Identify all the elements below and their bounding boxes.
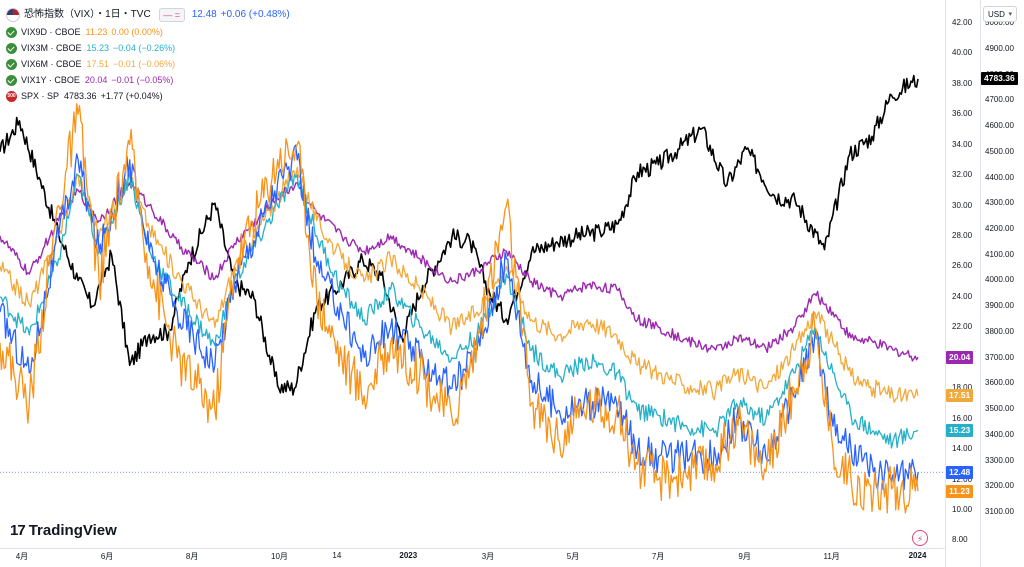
legend-change: −0.04 (−0.26%): [113, 43, 176, 53]
legend-main-row[interactable]: 恐怖指数（VIX）・1日・TVC — = 12.48 +0.06 (+0.48%…: [6, 6, 290, 24]
legend-change: 0.00 (0.00%): [111, 27, 163, 37]
series-line-vix6m-cboe: [0, 166, 919, 404]
legend-value: 20.04: [84, 75, 108, 85]
legend-change: −0.01 (−0.05%): [111, 75, 174, 85]
currency-label: USD: [988, 10, 1005, 19]
currency-selector[interactable]: USD ▾: [983, 6, 1017, 22]
series-line-vix1y-cboe: [0, 182, 919, 362]
legend-value: 17.51: [86, 59, 110, 69]
visible-check-icon[interactable]: [6, 42, 17, 54]
legend-name: SPX · SP: [21, 91, 60, 101]
logo-text: TradingView: [28, 522, 117, 539]
legend-change: −0.01 (−0.06%): [113, 59, 176, 69]
visible-check-icon[interactable]: [6, 26, 17, 38]
legend-item-spx[interactable]: 500 SPX · SP 4783.36 +1.77 (+0.04%): [6, 88, 290, 104]
main-value: 12.48: [191, 9, 217, 20]
main-change: +0.06 (+0.48%): [220, 9, 290, 20]
compare-symbols-button[interactable]: — =: [158, 8, 185, 22]
legend-item-vix6m[interactable]: VIX6M · CBOE 17.51 −0.01 (−0.06%): [6, 56, 290, 72]
tradingview-logo[interactable]: 17 TradingView: [10, 522, 117, 539]
legend-name: VIX3M · CBOE: [21, 43, 82, 53]
legend-name: VIX9D · CBOE: [21, 27, 81, 37]
legend-item-vix3m[interactable]: VIX3M · CBOE 15.23 −0.04 (−0.26%): [6, 40, 290, 56]
legend-value: 15.23: [86, 43, 110, 53]
us-flag-icon: [6, 8, 20, 22]
legend-item-vix9d[interactable]: VIX9D · CBOE 11.23 0.00 (0.00%): [6, 24, 290, 40]
right-price-axis-border: [980, 0, 981, 567]
series-line-vix9d-cboe: [0, 103, 919, 514]
chart-title: 恐怖指数（VIX）・1日・TVC: [24, 9, 151, 20]
visible-check-icon[interactable]: [6, 58, 17, 70]
legend-value: 11.23: [85, 27, 108, 37]
x-axis-line: [0, 548, 945, 549]
series-line-spx-sp: [0, 74, 919, 396]
tv-logo-icon: 17: [10, 522, 26, 539]
lightning-icon[interactable]: ⚡: [912, 530, 928, 546]
legend-name: VIX6M · CBOE: [21, 59, 82, 69]
legend-name: VIX1Y · CBOE: [21, 75, 80, 85]
legend-value: 4783.36: [64, 91, 97, 101]
chevron-down-icon: ▾: [1008, 11, 1012, 18]
legend-item-vix1y[interactable]: VIX1Y · CBOE 20.04 −0.01 (−0.05%): [6, 72, 290, 88]
legend-change: +1.77 (+0.04%): [100, 91, 163, 101]
left-price-axis-border: [945, 0, 946, 567]
series-line-vix: [0, 144, 919, 491]
legend: 恐怖指数（VIX）・1日・TVC — = 12.48 +0.06 (+0.48%…: [6, 6, 290, 104]
visible-check-icon[interactable]: [6, 74, 17, 86]
sp500-logo-icon: 500: [6, 90, 17, 102]
